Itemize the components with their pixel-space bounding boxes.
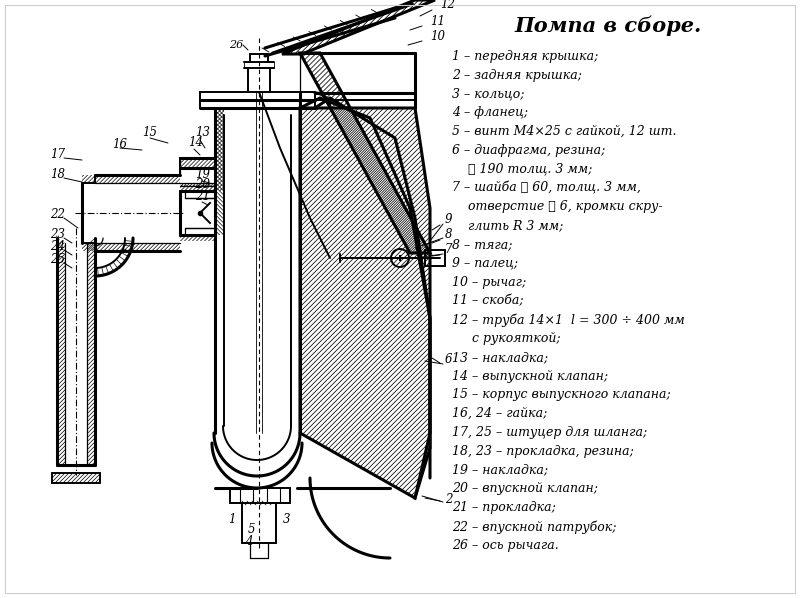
Text: 11: 11 — [430, 15, 445, 28]
Text: 7: 7 — [445, 243, 453, 256]
Text: 17, 25 – штуцер для шланга;: 17, 25 – штуцер для шланга; — [452, 426, 647, 439]
Text: 22: 22 — [50, 208, 65, 221]
Text: 4: 4 — [245, 535, 253, 548]
Text: 10 – рычаг;: 10 – рычаг; — [452, 276, 526, 289]
Text: 12 – труба 14×1  l = 300 ÷ 400 мм: 12 – труба 14×1 l = 300 ÷ 400 мм — [452, 313, 685, 327]
Text: 16: 16 — [112, 138, 127, 151]
Text: 10: 10 — [430, 30, 445, 43]
Text: 13 – накладка;: 13 – накладка; — [452, 351, 548, 364]
Text: 24: 24 — [50, 240, 65, 253]
Text: 9 – палец;: 9 – палец; — [452, 257, 518, 270]
Text: 25: 25 — [50, 253, 65, 266]
Text: Помпа в сборе.: Помпа в сборе. — [514, 15, 702, 35]
Text: 6: 6 — [445, 353, 453, 366]
Text: 1 – передняя крышка;: 1 – передняя крышка; — [452, 50, 598, 63]
Text: 14 – выпускной клапан;: 14 – выпускной клапан; — [452, 370, 608, 383]
Text: 3 – кольцо;: 3 – кольцо; — [452, 87, 525, 100]
Text: 13: 13 — [195, 126, 210, 139]
Text: 26: 26 — [229, 40, 243, 50]
Text: 9: 9 — [445, 213, 453, 226]
Text: 18: 18 — [50, 168, 65, 181]
Text: 6 – диафрагма, резина;: 6 – диафрагма, резина; — [452, 144, 606, 157]
Text: ∅ 190 толщ. 3 мм;: ∅ 190 толщ. 3 мм; — [452, 163, 592, 176]
Text: 12: 12 — [440, 0, 455, 11]
Text: 15: 15 — [142, 126, 157, 139]
Text: глить R 3 мм;: глить R 3 мм; — [452, 219, 563, 232]
Text: 15 – корпус выпускного клапана;: 15 – корпус выпускного клапана; — [452, 388, 670, 401]
Text: 20: 20 — [195, 178, 210, 191]
Text: 7 – шайба ∅ 60, толщ. 3 мм,: 7 – шайба ∅ 60, толщ. 3 мм, — [452, 182, 641, 194]
Text: 3: 3 — [283, 513, 290, 526]
Text: 8: 8 — [445, 228, 453, 241]
Text: 14: 14 — [188, 136, 203, 149]
Text: 23: 23 — [50, 228, 65, 241]
Text: 4 – фланец;: 4 – фланец; — [452, 106, 528, 120]
Text: 21 – прокладка;: 21 – прокладка; — [452, 501, 556, 514]
Text: с рукояткой;: с рукояткой; — [452, 332, 561, 345]
Text: 5: 5 — [248, 523, 255, 536]
Text: 5 – винт M4×25 с гайкой, 12 шт.: 5 – винт M4×25 с гайкой, 12 шт. — [452, 125, 677, 138]
Text: 20 – впускной клапан;: 20 – впускной клапан; — [452, 483, 598, 495]
Text: 26 – ось рычага.: 26 – ось рычага. — [452, 539, 558, 552]
Text: 16, 24 – гайка;: 16, 24 – гайка; — [452, 407, 547, 420]
Text: 19: 19 — [195, 168, 210, 181]
Text: отверстие ∅ 6, кромки скру-: отверстие ∅ 6, кромки скру- — [452, 200, 662, 213]
Text: 18, 23 – прокладка, резина;: 18, 23 – прокладка, резина; — [452, 445, 634, 458]
Text: 2 – задняя крышка;: 2 – задняя крышка; — [452, 69, 582, 82]
Text: 8 – тяга;: 8 – тяга; — [452, 238, 513, 251]
Text: 11 – скоба;: 11 – скоба; — [452, 294, 524, 307]
Text: 19 – накладка;: 19 – накладка; — [452, 463, 548, 477]
Text: 17: 17 — [50, 148, 65, 161]
Text: 1: 1 — [228, 513, 235, 526]
Text: 2: 2 — [445, 493, 453, 506]
Text: 21: 21 — [195, 190, 210, 203]
Text: 22 – впускной патрубок;: 22 – впускной патрубок; — [452, 520, 617, 533]
